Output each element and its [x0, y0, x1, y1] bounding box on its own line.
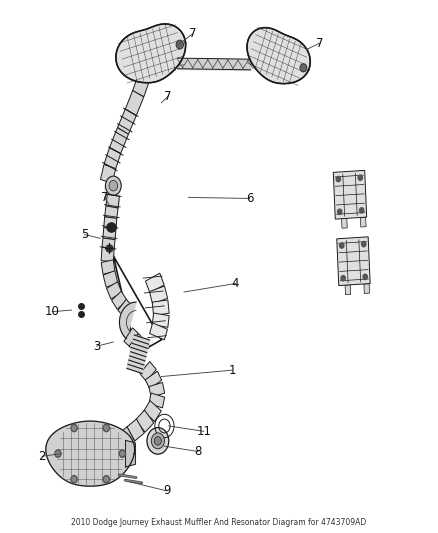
Text: 2010 Dodge Journey Exhaust Muffler And Resonator Diagram for 4743709AD: 2010 Dodge Journey Exhaust Muffler And R…	[71, 518, 367, 527]
Polygon shape	[247, 28, 310, 84]
Polygon shape	[152, 300, 169, 316]
Polygon shape	[136, 410, 154, 432]
Circle shape	[103, 475, 110, 483]
Polygon shape	[145, 371, 162, 389]
Polygon shape	[129, 334, 144, 352]
Text: 8: 8	[194, 445, 202, 458]
Text: 2: 2	[39, 450, 46, 463]
Polygon shape	[118, 427, 134, 448]
Circle shape	[358, 175, 363, 180]
Circle shape	[103, 424, 110, 432]
Polygon shape	[101, 260, 115, 274]
Circle shape	[339, 243, 344, 248]
Circle shape	[151, 433, 164, 449]
Polygon shape	[149, 383, 165, 397]
Text: 1: 1	[228, 364, 236, 377]
Text: 7: 7	[164, 90, 172, 103]
Text: 5: 5	[81, 228, 88, 241]
Polygon shape	[364, 284, 370, 294]
Polygon shape	[125, 91, 144, 116]
Polygon shape	[360, 217, 366, 227]
Polygon shape	[149, 286, 168, 304]
Polygon shape	[103, 228, 116, 240]
Polygon shape	[133, 72, 150, 96]
Circle shape	[105, 426, 108, 430]
Polygon shape	[134, 340, 150, 359]
Circle shape	[71, 424, 77, 432]
Circle shape	[300, 64, 307, 72]
Polygon shape	[104, 148, 121, 169]
Polygon shape	[140, 361, 156, 382]
Text: 6: 6	[246, 192, 253, 205]
Circle shape	[362, 241, 366, 247]
Circle shape	[147, 427, 169, 454]
Circle shape	[154, 437, 161, 445]
Circle shape	[177, 41, 183, 49]
Text: 3: 3	[93, 340, 100, 353]
Circle shape	[341, 276, 346, 281]
Polygon shape	[106, 194, 120, 208]
Circle shape	[72, 477, 76, 481]
Circle shape	[121, 451, 124, 456]
Circle shape	[71, 475, 77, 483]
Polygon shape	[149, 393, 165, 408]
Circle shape	[336, 176, 340, 182]
Circle shape	[106, 176, 121, 195]
Polygon shape	[103, 271, 118, 287]
Text: 4: 4	[232, 277, 239, 290]
Circle shape	[177, 42, 182, 48]
Polygon shape	[116, 24, 186, 83]
Polygon shape	[337, 237, 370, 286]
Circle shape	[55, 450, 61, 457]
Circle shape	[360, 208, 364, 213]
Polygon shape	[145, 273, 164, 293]
Polygon shape	[100, 165, 116, 183]
Circle shape	[338, 209, 342, 214]
Circle shape	[72, 426, 76, 430]
Polygon shape	[333, 171, 367, 219]
Text: 7: 7	[316, 37, 323, 50]
Polygon shape	[150, 323, 167, 340]
Polygon shape	[106, 282, 122, 299]
Polygon shape	[144, 401, 161, 422]
Polygon shape	[124, 328, 138, 346]
Polygon shape	[118, 300, 132, 317]
Polygon shape	[117, 109, 136, 134]
Polygon shape	[345, 285, 351, 295]
Polygon shape	[126, 440, 135, 467]
Polygon shape	[127, 419, 145, 441]
Polygon shape	[104, 217, 117, 229]
Text: 11: 11	[196, 425, 211, 438]
Circle shape	[120, 450, 125, 457]
Polygon shape	[120, 302, 136, 338]
Text: 10: 10	[45, 305, 60, 318]
Polygon shape	[127, 335, 149, 374]
Circle shape	[363, 274, 367, 279]
Circle shape	[109, 180, 118, 191]
Polygon shape	[101, 247, 114, 262]
Circle shape	[56, 451, 60, 456]
Polygon shape	[110, 128, 128, 154]
Text: 9: 9	[163, 484, 170, 497]
Circle shape	[105, 477, 108, 481]
Polygon shape	[152, 313, 169, 327]
Text: 7: 7	[189, 27, 197, 40]
Polygon shape	[342, 219, 347, 228]
Text: 7: 7	[101, 191, 108, 204]
Circle shape	[301, 65, 306, 71]
Polygon shape	[112, 291, 127, 309]
Polygon shape	[105, 206, 118, 219]
Polygon shape	[102, 238, 115, 249]
Polygon shape	[46, 421, 134, 486]
